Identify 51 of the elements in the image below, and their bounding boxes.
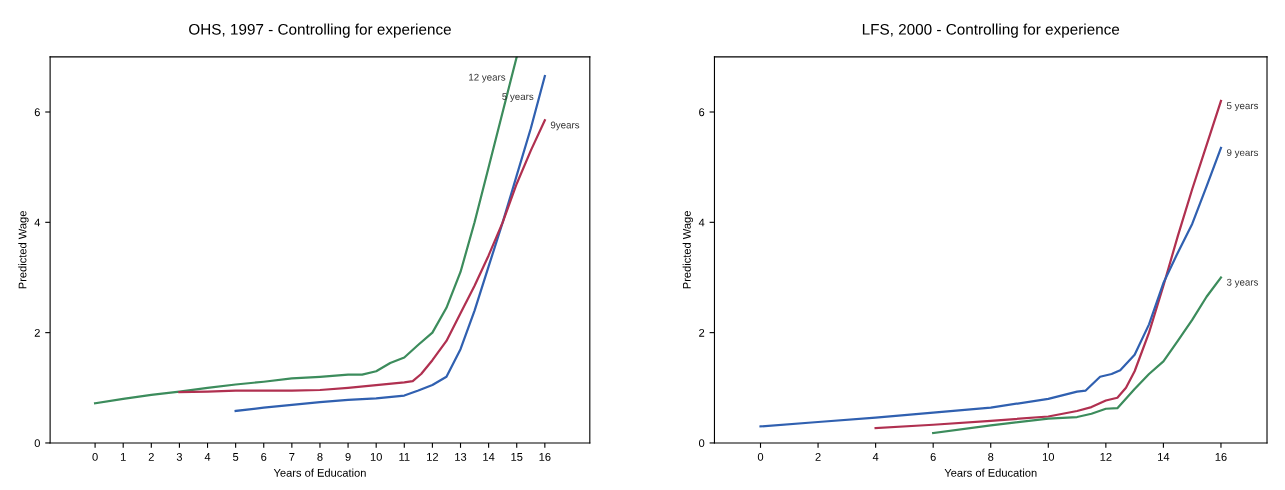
x-tick-label: 2 [815,452,821,461]
x-tick-label: 14 [483,453,495,461]
line-series [759,146,1223,428]
x-tick-label: 16 [1215,452,1227,461]
line-series [932,276,1223,435]
x-tick-label: 9 [345,452,351,461]
y-tick-label: 2 [34,328,40,337]
x-tick-label: 2 [148,452,154,461]
x-tick-label: 13 [455,452,467,461]
x-axis-title: Years of Education [944,468,1037,477]
y-axis-title: Predicted Wage [18,211,29,289]
x-tick-label: 7 [289,453,295,461]
x-tick-label: 10 [1042,452,1055,461]
series-label: 12 years [469,73,506,83]
y-tick-label: 4 [34,218,41,227]
x-tick-label: 3 [176,452,183,461]
y-tick-label: 0 [698,439,705,448]
y-tick-label: 6 [34,108,40,117]
line-series [234,75,546,413]
x-tick-label: 6 [930,452,936,461]
x-tick-label: 12 [1100,452,1112,461]
x-tick-label: 5 [232,453,239,461]
y-tick-label: 2 [699,328,705,337]
x-tick-label: 0 [757,452,764,461]
x-tick-label: 12 [427,452,439,461]
x-tick-label: 10 [370,452,382,461]
x-axis-title: Years of Education [273,468,366,477]
y-tick-label: 6 [699,108,705,117]
series-label: 9 years [1226,149,1259,158]
line-series [874,99,1223,430]
series-label: 5 years [502,93,534,102]
x-tick-label: 0 [92,452,98,461]
y-axis-title: Predicted Wage [682,211,693,289]
x-tick-label: 6 [261,452,267,461]
line-series [178,119,546,394]
series-label: 3 years [1226,278,1259,288]
x-tick-label: 4 [872,453,879,461]
x-tick-label: 8 [988,452,994,461]
series-label: 5 years [1226,102,1259,112]
x-tick-label: 1 [120,453,126,461]
x-tick-label: 8 [317,452,323,461]
x-tick-label: 4 [204,453,211,461]
chart-title: LFS, 2000 - Controlling for experience [862,23,1120,38]
x-tick-label: 15 [511,453,523,461]
x-tick-label: 16 [539,452,551,461]
x-tick-label: 14 [1158,453,1170,461]
y-tick-label: 0 [34,439,40,448]
y-tick-label: 4 [698,218,705,227]
series-label: 9years [550,121,580,131]
chart-title: OHS, 1997 - Controlling for experience [189,23,451,38]
x-tick-label: 11 [399,453,410,461]
